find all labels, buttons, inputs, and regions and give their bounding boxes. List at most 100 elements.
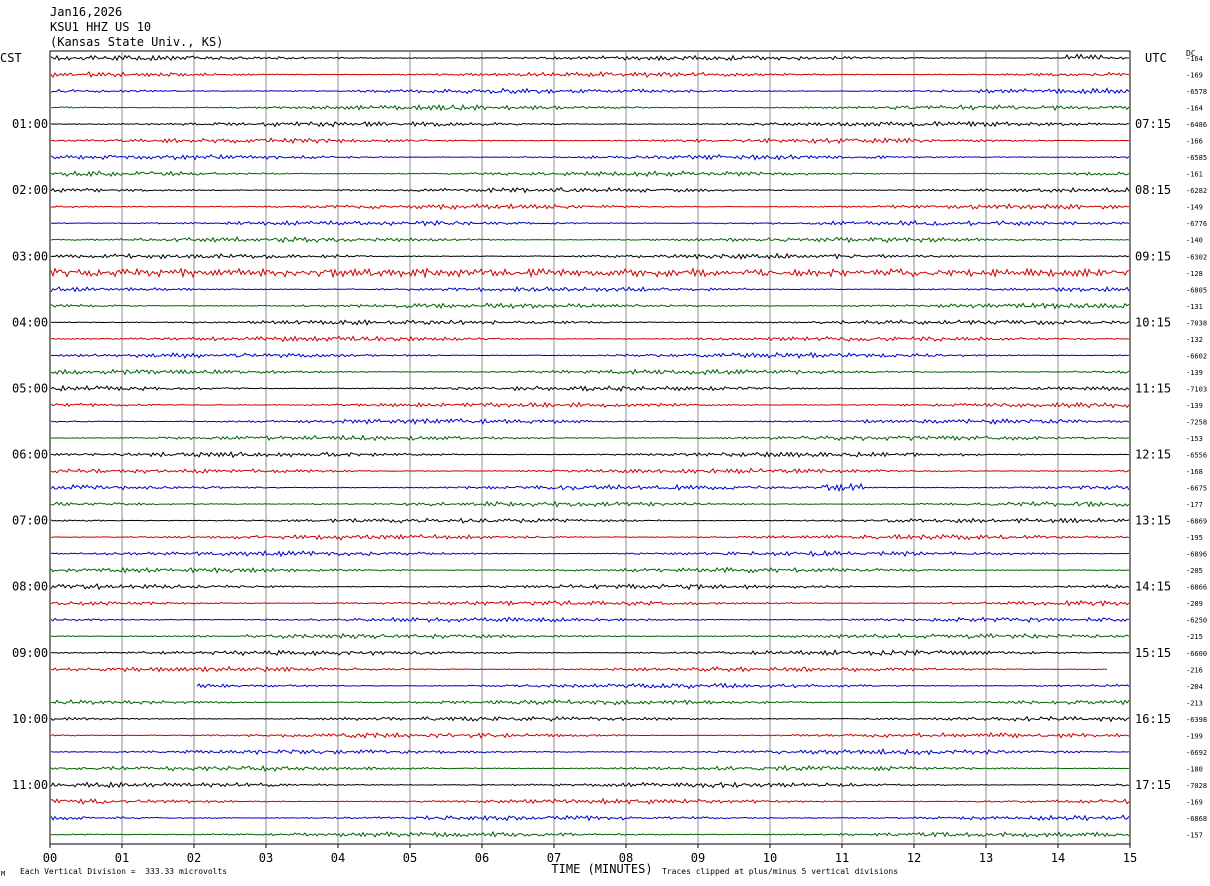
x-tick-label: 08	[619, 851, 633, 865]
dc-offset-label: -132	[1186, 336, 1203, 344]
seismic-trace	[50, 186, 1130, 194]
utc-hour-label: 16:15	[1135, 712, 1171, 726]
seismic-trace	[50, 616, 1130, 623]
x-tick-label: 07	[547, 851, 561, 865]
x-tick-label: 15	[1123, 851, 1137, 865]
cst-hour-label: 02:00	[12, 183, 48, 197]
utc-timezone-label: UTC	[1145, 51, 1167, 65]
cst-hour-label: 09:00	[12, 646, 48, 660]
utc-hour-label: 09:15	[1135, 249, 1171, 263]
dc-offset-label: -6869	[1186, 518, 1207, 526]
dc-offset-label: -209	[1186, 600, 1203, 608]
x-tick-label: 14	[1051, 851, 1065, 865]
dc-offset-label: -168	[1186, 468, 1203, 476]
dc-offset-label: -149	[1186, 204, 1203, 212]
seismic-trace	[50, 153, 1130, 161]
seismic-trace	[50, 401, 1130, 409]
recording-date: Jan16,2026	[50, 5, 123, 19]
seismic-trace	[50, 53, 1130, 62]
dc-offset-label: -6250	[1186, 617, 1207, 625]
local-timezone-label: CST	[0, 51, 22, 65]
x-tick-label: 09	[691, 851, 705, 865]
dc-offset-label: -6600	[1186, 650, 1207, 658]
dc-offset-label: -6398	[1186, 716, 1207, 724]
dc-offset-label: -139	[1186, 369, 1203, 377]
seismic-trace	[50, 170, 1130, 178]
clip-note: Traces clipped at plus/minus 5 vertical …	[662, 867, 899, 876]
utc-hour-label: 07:15	[1135, 117, 1171, 131]
dc-offset-label: -169	[1186, 72, 1203, 80]
scale-note: Each Vertical Division = 333.33 microvol…	[20, 867, 228, 876]
seismic-trace	[50, 467, 1130, 475]
cst-hour-label: 11:00	[12, 778, 48, 792]
dc-offset-label: -128	[1186, 270, 1203, 278]
dc-offset-label: -195	[1186, 534, 1203, 542]
seismic-trace	[50, 599, 1130, 607]
dc-offset-label: -177	[1186, 501, 1203, 509]
dc-offset-label: -6866	[1186, 584, 1207, 592]
seismic-trace	[50, 665, 1108, 673]
seismic-trace	[50, 566, 1130, 574]
dc-offset-label: -6675	[1186, 485, 1207, 493]
dc-offset-label: -7028	[1186, 782, 1207, 790]
dc-offset-label: -205	[1186, 567, 1203, 575]
cst-hour-label: 03:00	[12, 249, 48, 263]
utc-hour-label: 08:15	[1135, 183, 1171, 197]
seismic-trace	[50, 286, 1130, 293]
seismic-trace	[50, 747, 1130, 756]
station-code: KSU1 HHZ US 10	[50, 20, 152, 34]
x-axis-title: TIME (MINUTES)	[551, 862, 652, 876]
dc-offset-label: -157	[1186, 831, 1203, 839]
seismic-trace	[50, 368, 1130, 376]
seismic-trace	[50, 500, 1130, 508]
seismic-trace	[50, 549, 1130, 558]
seismic-trace	[50, 71, 1130, 79]
dc-offset-label: -6776	[1186, 220, 1207, 228]
seismic-trace	[50, 450, 1130, 459]
seismic-trace	[50, 87, 1130, 95]
x-tick-label: 13	[979, 851, 993, 865]
dc-offset-label: -7038	[1186, 319, 1207, 327]
dc-offset-label: -6585	[1186, 154, 1207, 162]
x-tick-label: 06	[475, 851, 489, 865]
seismic-trace	[50, 482, 1130, 493]
dc-offset-header: DC	[1186, 49, 1196, 58]
x-tick-label: 12	[907, 851, 921, 865]
seismic-trace	[50, 582, 1130, 591]
dc-offset-label: -131	[1186, 303, 1203, 311]
dc-offset-label: -7103	[1186, 385, 1207, 393]
seismic-trace	[50, 335, 1130, 343]
seismic-trace	[50, 715, 1130, 723]
seismic-trace	[50, 632, 1130, 640]
cst-hour-label: 10:00	[12, 712, 48, 726]
seismic-trace	[50, 797, 1130, 806]
dc-offset-label: -6556	[1186, 452, 1207, 460]
x-tick-label: 01	[115, 851, 129, 865]
dc-offset-label: -140	[1186, 237, 1203, 245]
seismic-trace	[50, 351, 1130, 360]
seismic-trace	[50, 814, 1130, 822]
dc-offset-label: -6282	[1186, 187, 1207, 195]
cst-hour-label: 06:00	[12, 448, 48, 462]
dc-offset-label: -215	[1186, 633, 1203, 641]
dc-offset-label: -6868	[1186, 815, 1207, 823]
utc-hour-label: 17:15	[1135, 778, 1171, 792]
dc-offset-label: -139	[1186, 402, 1203, 410]
dc-offset-label: -6805	[1186, 286, 1207, 294]
dc-offset-label: -6896	[1186, 551, 1207, 559]
seismic-trace	[50, 252, 1130, 260]
utc-hour-label: 11:15	[1135, 381, 1171, 395]
seismic-trace	[50, 302, 1130, 310]
dc-offset-label: -164	[1186, 105, 1203, 113]
seismic-trace	[50, 103, 1130, 112]
utc-hour-label: 13:15	[1135, 514, 1171, 528]
corner-mark: M	[1, 870, 6, 878]
seismic-trace	[50, 203, 1130, 211]
seismic-trace	[50, 781, 1130, 789]
cst-hour-label: 05:00	[12, 381, 48, 395]
x-tick-label: 02	[187, 851, 201, 865]
dc-offset-label: -199	[1186, 732, 1203, 740]
seismic-trace	[50, 219, 1130, 227]
dc-offset-label: -166	[1186, 138, 1203, 146]
